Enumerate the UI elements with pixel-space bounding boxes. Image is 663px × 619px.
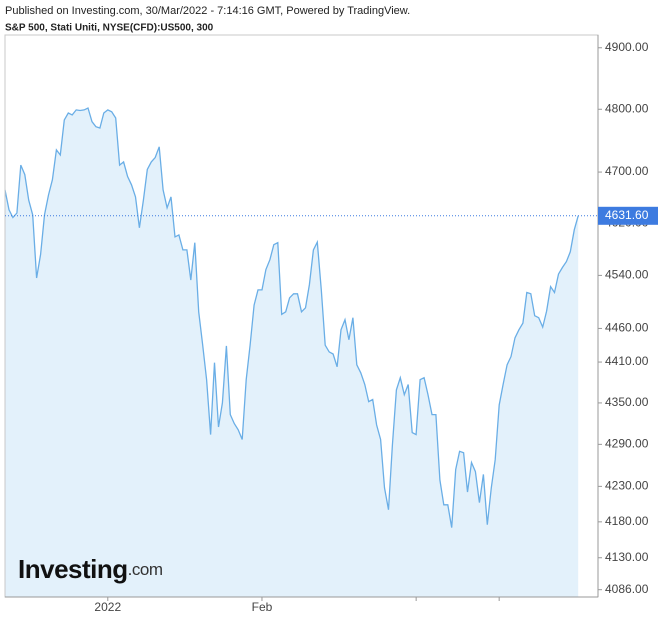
y-tick-label: 4130.00 <box>605 550 649 564</box>
y-tick-label: 4350.00 <box>605 395 649 409</box>
watermark-suffix: .com <box>128 560 163 579</box>
y-tick-label: 4180.00 <box>605 514 649 528</box>
published-note: Published on Investing.com, 30/Mar/2022 … <box>5 5 410 17</box>
y-tick-label: 4290.00 <box>605 437 649 451</box>
y-tick-label: 4230.00 <box>605 479 649 493</box>
y-tick-label: 4410.00 <box>605 354 649 368</box>
y-tick-label: 4540.00 <box>605 268 649 282</box>
y-tick-label: 4086.00 <box>605 582 649 596</box>
last-price-label: 4631.60 <box>605 208 649 222</box>
x-tick-label: Feb <box>252 600 273 614</box>
last-price-box <box>598 206 658 225</box>
y-tick-label: 4700.00 <box>605 164 649 178</box>
y-tick-label: 4900.00 <box>605 40 649 54</box>
area-fill <box>5 108 579 597</box>
y-tick-label: 4800.00 <box>605 101 649 115</box>
price-line <box>4 107 579 528</box>
watermark: Investing.com <box>18 554 163 584</box>
symbol-title: S&P 500, Stati Uniti, NYSE(CFD):US500, 3… <box>5 23 214 34</box>
x-tick-label: 2022 <box>94 600 121 614</box>
watermark-brand: Investing <box>18 554 128 584</box>
y-tick-label: 4460.00 <box>605 321 649 335</box>
